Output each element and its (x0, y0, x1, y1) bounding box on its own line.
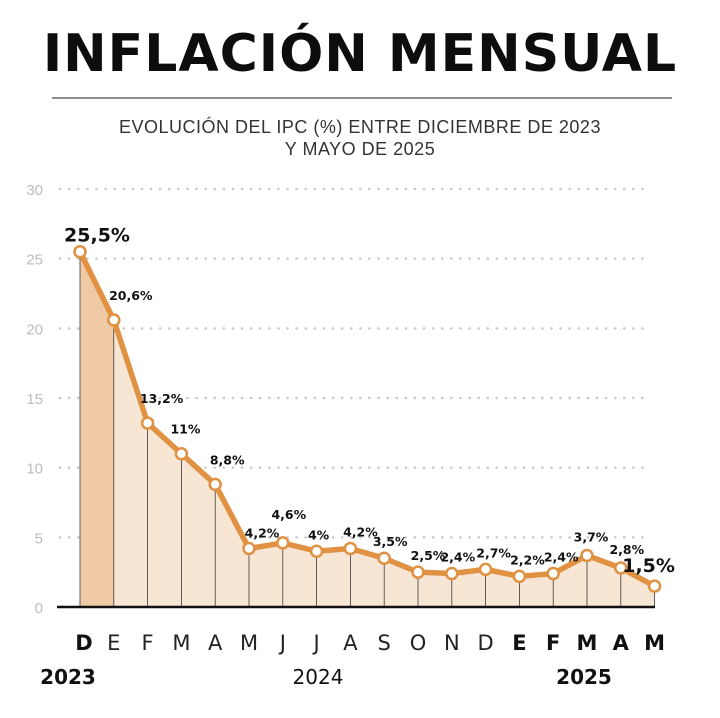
y-tick-label-0: 0 (35, 600, 43, 617)
data-point (445, 566, 459, 581)
data-label: 2,8% (609, 542, 644, 557)
data-point (478, 562, 493, 577)
x-tick-label: J (311, 631, 319, 655)
y-tick-label-5: 5 (35, 530, 43, 547)
data-point (512, 569, 527, 584)
data-label: 11% (170, 422, 200, 437)
x-tick-label: A (208, 631, 223, 655)
subtitle-line-2: Y MAYO DE 2025 (284, 139, 436, 159)
data-point (377, 551, 391, 565)
data-point (546, 566, 560, 581)
chart-title: INFLACIÓN MENSUAL (42, 24, 678, 84)
data-label: 20,6% (109, 288, 153, 303)
data-point (73, 244, 87, 259)
x-tick-label: M (240, 631, 258, 655)
data-label: 8,8% (210, 452, 245, 467)
x-tick-label: O (410, 631, 427, 655)
data-point (107, 313, 121, 327)
data-label: 4% (308, 527, 330, 542)
data-label: 4,6% (271, 507, 306, 522)
chart-subtitle: EVOLUCIÓN DEL IPC (%) ENTRE DICIEMBRE DE… (60, 116, 660, 160)
year-label: 2023 (40, 665, 96, 689)
x-tick-label: A (613, 631, 630, 655)
data-label: 25,5% (64, 225, 130, 247)
data-point (276, 536, 290, 550)
y-tick-label-10: 10 (26, 461, 43, 478)
year-label: 2025 (556, 665, 612, 689)
data-label: 1,5% (622, 555, 675, 577)
data-label: 2,2% (510, 552, 545, 567)
y-tick-label-30: 30 (26, 182, 43, 199)
data-label: 3,7% (574, 529, 609, 544)
data-label: 4,2% (245, 525, 280, 540)
x-tick-label: F (546, 631, 560, 655)
subtitle-line-1: EVOLUCIÓN DEL IPC (%) ENTRE DICIEMBRE DE… (119, 117, 601, 137)
x-tick-label: J (278, 631, 286, 655)
data-point (580, 548, 594, 563)
x-tick-label: E (107, 631, 120, 655)
data-point (174, 446, 189, 461)
data-point (647, 579, 662, 593)
x-tick-label: N (444, 631, 460, 655)
data-label: 2,7% (476, 545, 511, 560)
x-tick-label: M (172, 631, 190, 655)
data-label: 13,2% (140, 391, 184, 406)
year-label: 2024 (293, 665, 344, 689)
data-label: 3,5% (373, 534, 408, 549)
data-label: 2,5% (411, 548, 446, 563)
data-point (343, 541, 358, 556)
data-label: 4,2% (343, 524, 378, 539)
y-tick-label-15: 15 (26, 391, 43, 408)
data-label: 2,4% (440, 550, 475, 565)
data-point (614, 561, 628, 575)
data-point (309, 544, 324, 559)
data-point (242, 541, 256, 556)
x-tick-label: D (478, 631, 494, 655)
x-tick-label: D (75, 631, 92, 655)
x-tick-label: E (512, 631, 526, 655)
x-tick-label: F (142, 631, 154, 655)
data-point (208, 477, 222, 492)
x-tick-label: M (577, 631, 598, 655)
x-tick-label: M (644, 631, 665, 655)
y-tick-label-25: 25 (26, 252, 43, 269)
data-label: 2,4% (544, 550, 579, 565)
area-fill (80, 251, 655, 607)
title-divider (52, 97, 672, 99)
data-point (140, 416, 155, 430)
data-point (411, 565, 425, 579)
x-tick-label: A (343, 631, 358, 655)
area-fill-highlight (80, 251, 114, 607)
y-tick-label-20: 20 (26, 321, 43, 338)
x-tick-label: S (378, 631, 391, 655)
